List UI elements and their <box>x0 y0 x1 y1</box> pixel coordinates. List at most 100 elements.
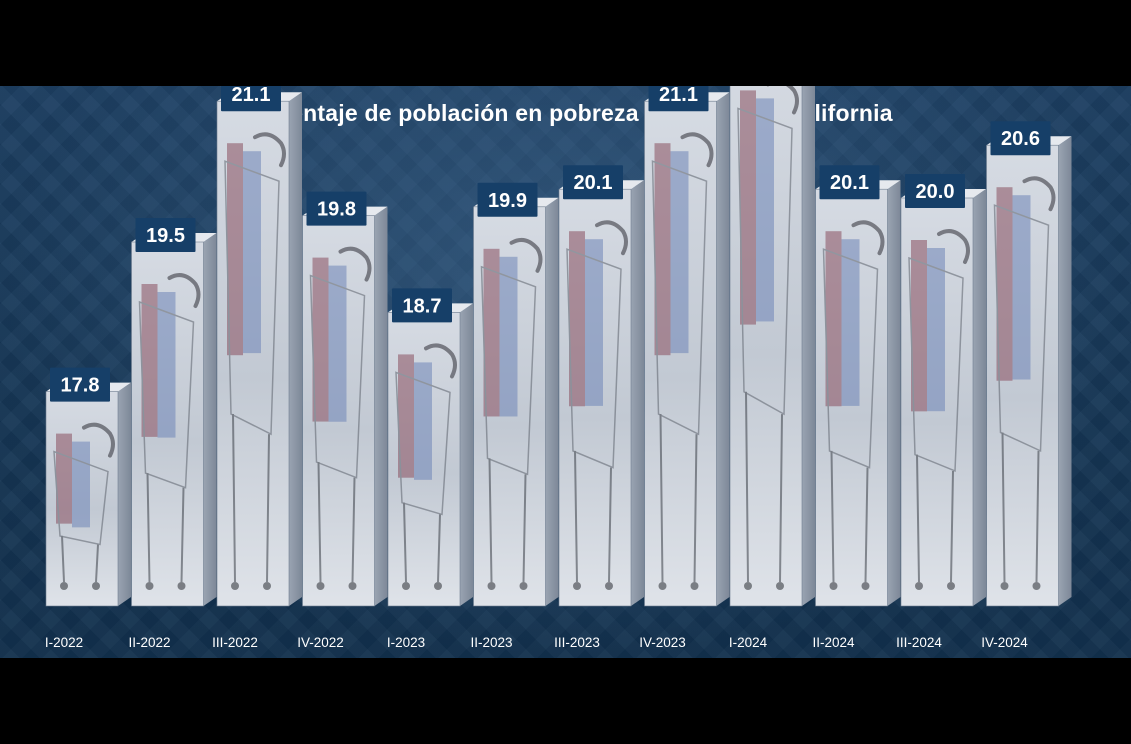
cart-wheel <box>519 582 528 590</box>
cart-legs <box>488 458 527 583</box>
banknote-icon <box>499 256 518 417</box>
tick-label: I-2022 <box>45 635 83 650</box>
value-label: 17.8 <box>61 375 100 397</box>
banknote-icon <box>654 143 671 356</box>
bar-side <box>545 197 559 607</box>
cart-basket <box>224 160 280 436</box>
shopping-cart-icon <box>566 220 628 590</box>
bar-side <box>973 189 986 606</box>
cart-wheel <box>1032 582 1041 590</box>
cart-wheel <box>92 582 100 590</box>
bar-III-2024 <box>900 189 986 607</box>
bar-II-2022 <box>131 233 217 607</box>
banknote-icon <box>227 143 243 356</box>
cart-handle <box>338 246 372 282</box>
banknote-icon <box>483 248 500 417</box>
cart-wheel <box>231 582 239 590</box>
bar-I-2023 <box>387 303 473 607</box>
bar-side <box>460 303 473 606</box>
cart-handle <box>937 229 970 264</box>
value-label-box <box>648 86 709 112</box>
value-label: 19.8 <box>317 199 356 221</box>
banknote-icon <box>414 362 432 480</box>
banknote-icon <box>756 98 774 322</box>
banknote-icon <box>670 151 689 354</box>
bar-I-2024 <box>729 86 815 607</box>
bar-side <box>374 206 388 606</box>
bar-II-2024 <box>815 180 901 607</box>
cart-handle <box>167 273 201 308</box>
cart-legs <box>659 413 698 583</box>
banknote-icon <box>569 231 585 407</box>
cart-basket <box>138 300 195 489</box>
cart-wheel <box>744 582 752 590</box>
cart-legs <box>403 502 441 583</box>
cart-handle <box>82 422 115 458</box>
shopping-cart-icon <box>993 176 1056 590</box>
bar-side <box>716 92 730 606</box>
banknote-icon <box>1012 195 1031 380</box>
value-label-box <box>135 218 196 252</box>
tick-label: I-2024 <box>729 635 768 650</box>
cart-wheel <box>60 582 68 590</box>
banknote-icon <box>740 90 756 325</box>
cart-legs <box>745 391 783 583</box>
cart-handle <box>424 343 457 379</box>
bar-IV-2023 <box>644 92 730 607</box>
value-label: 20.0 <box>916 181 955 203</box>
cart-basket <box>395 371 451 516</box>
cart-basket <box>309 274 366 479</box>
cart-wheel <box>434 582 442 590</box>
bar-side <box>887 180 901 606</box>
cart-handle <box>680 132 714 168</box>
cart-wheel <box>145 582 154 590</box>
bar-side <box>118 382 131 606</box>
cart-wheel <box>605 582 613 590</box>
bar-side <box>802 86 815 606</box>
tick-label: IV-2023 <box>639 635 686 650</box>
cart-basket <box>908 256 964 473</box>
value-label: 21.1 <box>659 86 698 106</box>
cart-basket <box>651 160 708 436</box>
cart-wheel <box>1000 582 1009 590</box>
value-label-box <box>477 182 538 217</box>
banknote-icon <box>312 257 329 422</box>
value-label: 21.1 <box>232 86 271 106</box>
cart-wheel <box>829 582 838 590</box>
banknote-icon <box>157 292 176 438</box>
value-label-box <box>990 121 1051 156</box>
cart-wheel <box>177 582 186 590</box>
shopping-cart-icon <box>822 220 885 590</box>
value-label: 20.1 <box>830 172 869 194</box>
value-label: 20.1 <box>574 172 613 194</box>
banknote-icon <box>585 239 603 406</box>
value-label-box <box>221 86 281 112</box>
value-label-box <box>819 165 880 200</box>
tick-label: IV-2024 <box>981 635 1028 650</box>
cart-legs <box>574 450 612 583</box>
banknote-icon <box>825 231 842 407</box>
cart-wheel <box>487 582 496 590</box>
bar-III-2023 <box>558 180 644 607</box>
cart-handle <box>595 220 628 256</box>
bar-side <box>289 92 302 606</box>
banknote-icon <box>911 240 927 412</box>
cart-handle <box>1022 176 1056 212</box>
value-label-box <box>905 174 965 208</box>
banknote-icon <box>996 187 1013 381</box>
shopping-cart-icon <box>224 132 286 590</box>
cart-basket <box>822 248 879 469</box>
bar-I-2022 <box>45 382 131 607</box>
bar-II-2023 <box>473 197 559 607</box>
banknote-icon <box>927 248 945 412</box>
value-label: 20.6 <box>1001 128 1040 150</box>
tick-label: II-2024 <box>812 635 855 650</box>
cart-legs <box>61 535 99 583</box>
tick-label: IV-2022 <box>297 635 344 650</box>
tick-label: II-2023 <box>470 635 512 650</box>
cart-legs <box>146 473 185 583</box>
shopping-cart-icon <box>651 132 714 590</box>
value-label: 19.5 <box>146 225 185 247</box>
cart-basket <box>566 248 622 469</box>
banknote-icon <box>328 265 347 422</box>
